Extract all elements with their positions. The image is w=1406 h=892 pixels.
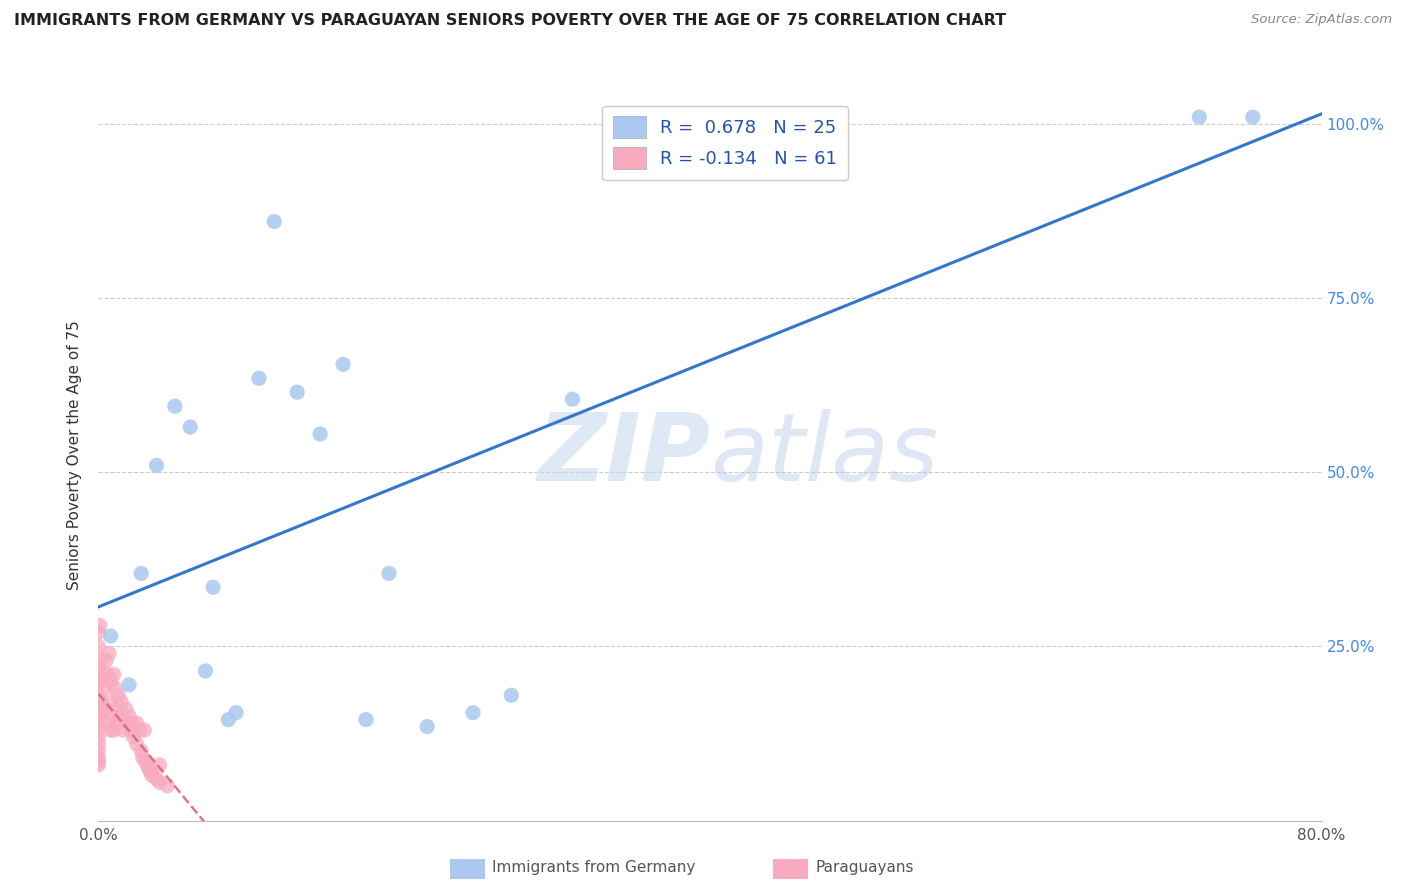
Point [179, 420, 201, 434]
Text: Paraguayans: Paraguayans [815, 861, 914, 875]
Point [149, 758, 172, 772]
Point [118, 678, 141, 692]
Point [461, 706, 484, 720]
Point [90, 695, 112, 709]
Point [104, 681, 127, 696]
Point [91, 667, 114, 681]
Point [194, 664, 217, 678]
Point [202, 580, 225, 594]
Point [87, 674, 110, 689]
Point [87, 660, 110, 674]
Point [263, 214, 285, 228]
Point [145, 458, 167, 473]
Text: Immigrants from Germany: Immigrants from Germany [492, 861, 696, 875]
Point [87, 730, 110, 744]
Point [87, 640, 110, 654]
Point [163, 399, 186, 413]
Text: Source: ZipAtlas.com: Source: ZipAtlas.com [1251, 13, 1392, 27]
Point [87, 737, 110, 751]
Point [135, 755, 157, 769]
Point [138, 761, 160, 775]
Point [97, 716, 120, 731]
Point [125, 737, 148, 751]
Y-axis label: Seniors Poverty Over the Age of 75: Seniors Poverty Over the Age of 75 [67, 320, 83, 590]
Point [110, 695, 132, 709]
Point [217, 713, 239, 727]
Point [87, 744, 110, 758]
Point [128, 723, 150, 737]
Text: ZIP: ZIP [537, 409, 710, 501]
Point [105, 702, 128, 716]
Point [120, 723, 142, 737]
Point [87, 709, 110, 723]
Point [285, 385, 308, 400]
Point [156, 779, 179, 793]
Point [139, 764, 162, 779]
Point [103, 723, 125, 737]
Point [125, 716, 148, 731]
Point [225, 706, 247, 720]
Text: atlas: atlas [710, 409, 938, 500]
Point [98, 695, 121, 709]
Point [87, 723, 110, 737]
Point [332, 357, 354, 371]
Point [87, 751, 110, 765]
Point [87, 755, 110, 769]
Point [145, 772, 167, 786]
Point [87, 716, 110, 731]
Point [101, 709, 124, 723]
Point [91, 702, 114, 716]
Point [1188, 110, 1211, 124]
Point [111, 723, 134, 737]
Point [100, 723, 122, 737]
Point [100, 629, 122, 643]
Point [136, 758, 159, 772]
Point [87, 688, 110, 702]
Point [129, 566, 152, 581]
Point [103, 667, 125, 681]
Point [117, 716, 139, 731]
Point [149, 775, 172, 789]
Point [614, 110, 637, 124]
Point [416, 720, 439, 734]
Point [134, 723, 156, 737]
Point [94, 702, 117, 716]
Point [87, 758, 110, 772]
Point [129, 744, 152, 758]
Point [141, 768, 163, 782]
Text: IMMIGRANTS FROM GERMANY VS PARAGUAYAN SENIORS POVERTY OVER THE AGE OF 75 CORRELA: IMMIGRANTS FROM GERMANY VS PARAGUAYAN SE… [14, 13, 1007, 29]
Point [247, 371, 270, 385]
Point [89, 653, 111, 667]
Point [378, 566, 401, 581]
Point [87, 625, 110, 640]
Point [93, 681, 115, 696]
Point [122, 730, 145, 744]
Point [121, 716, 143, 731]
Point [87, 702, 110, 716]
Point [107, 688, 129, 702]
Point [354, 713, 377, 727]
Point [1241, 110, 1264, 124]
Point [501, 688, 523, 702]
Point [115, 702, 138, 716]
Point [100, 674, 122, 689]
Point [309, 427, 332, 442]
Legend: R =  0.678   N = 25, R = -0.134   N = 61: R = 0.678 N = 25, R = -0.134 N = 61 [602, 105, 848, 180]
Point [89, 618, 111, 632]
Point [561, 392, 583, 407]
Point [90, 674, 112, 689]
Point [108, 709, 131, 723]
Point [118, 709, 141, 723]
Point [97, 667, 120, 681]
Point [105, 716, 128, 731]
Point [94, 653, 117, 667]
Point [98, 647, 121, 661]
Point [132, 751, 155, 765]
